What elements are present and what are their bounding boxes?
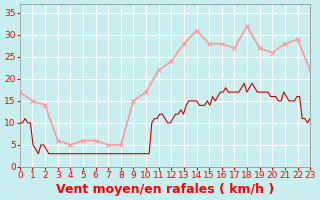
X-axis label: Vent moyen/en rafales ( km/h ): Vent moyen/en rafales ( km/h ) [56,183,274,196]
